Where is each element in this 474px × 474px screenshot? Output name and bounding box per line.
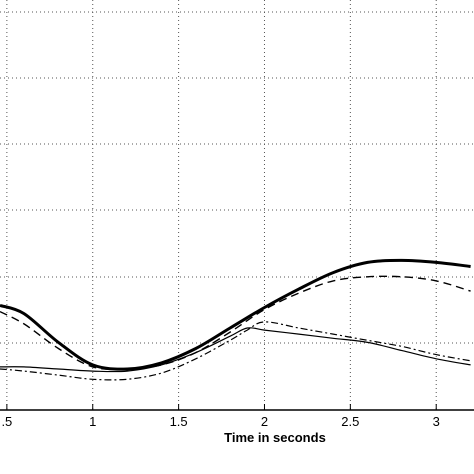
series-line-dashed — [0, 275, 471, 371]
tick-labels: .5 1 1.5 2 2.5 3 — [1, 414, 439, 429]
axes — [0, 404, 474, 411]
series-line-dash-dot — [0, 321, 471, 381]
x-tick-label: .5 — [1, 414, 12, 429]
grid — [0, 0, 474, 410]
x-tick-label: 2.5 — [341, 414, 359, 429]
x-tick-label: 1 — [89, 414, 96, 429]
x-tick-label: 3 — [433, 414, 440, 429]
series-line-thin-solid — [0, 327, 471, 373]
x-tick-label: 1.5 — [170, 414, 188, 429]
series-line-thick-solid — [0, 258, 471, 371]
x-axis-label: Time in seconds — [224, 430, 326, 445]
x-tick-label: 2 — [261, 414, 268, 429]
series-group — [0, 258, 471, 381]
